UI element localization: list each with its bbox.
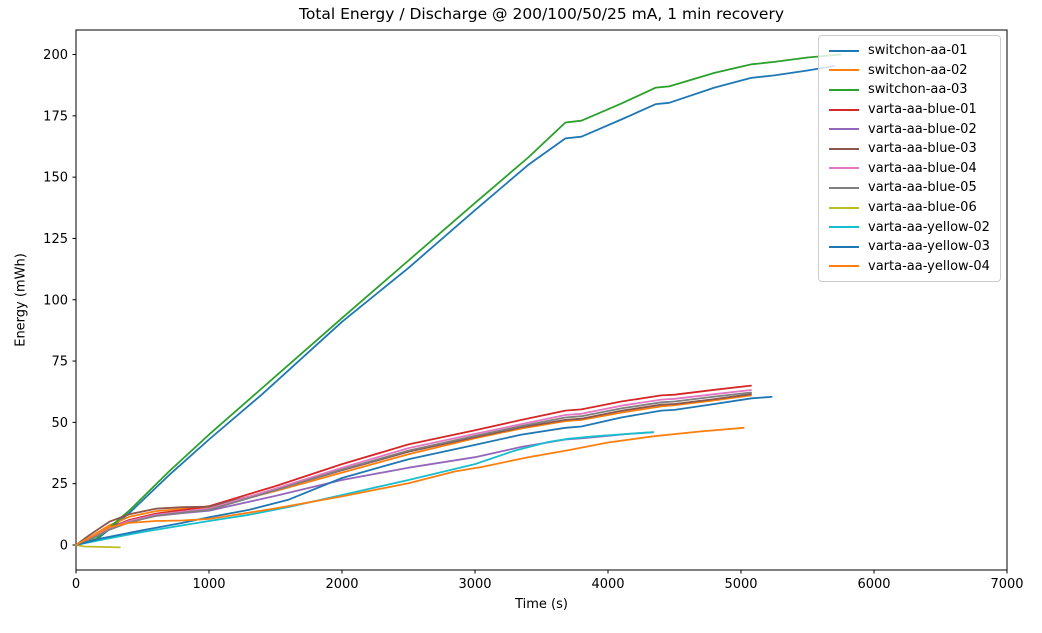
legend-line-sample [829, 186, 859, 189]
x-tick-label: 1000 [192, 577, 225, 592]
legend-item-switchon-aa-02: switchon-aa-02 [819, 61, 1000, 81]
y-tick-label: 75 [51, 355, 68, 370]
x-tick-label: 3000 [458, 577, 491, 592]
legend-line-sample [829, 69, 859, 72]
legend-item-varta-aa-yellow-04: varta-aa-yellow-04 [819, 257, 1000, 277]
legend-line-sample [829, 88, 859, 91]
y-tick-label: 100 [43, 293, 68, 308]
y-tick-label: 175 [43, 109, 68, 124]
legend-line-sample [829, 226, 859, 229]
legend-label: varta-aa-blue-01 [868, 102, 977, 118]
legend: switchon-aa-01 switchon-aa-02 switchon-aa-… [818, 35, 1001, 283]
y-tick-label: 25 [51, 477, 68, 492]
legend-line-sample [829, 265, 859, 268]
series-line-switchon-aa-02 [75, 394, 752, 546]
legend-item-switchon-aa-01: switchon-aa-01 [819, 41, 1000, 61]
x-tick-label: 6000 [857, 577, 890, 592]
y-tick-label: 200 [43, 48, 68, 63]
legend-label: varta-aa-blue-04 [868, 160, 977, 176]
y-axis-label: Energy (mWh) [13, 253, 29, 347]
legend-item-switchon-aa-03: switchon-aa-03 [819, 80, 1000, 100]
legend-item-varta-aa-blue-01: varta-aa-blue-01 [819, 100, 1000, 120]
legend-line-sample [829, 128, 859, 131]
series-line-switchon-aa-01 [75, 65, 835, 546]
x-tick-label: 0 [72, 577, 80, 592]
series-line-varta-aa-yellow-03 [75, 395, 773, 546]
legend-label: switchon-aa-02 [868, 62, 968, 78]
legend-item-varta-aa-blue-02: varta-aa-blue-02 [819, 119, 1000, 139]
x-tick-label: 2000 [325, 577, 358, 592]
y-tick-label: 50 [51, 416, 68, 431]
legend-label: varta-aa-yellow-02 [868, 219, 990, 235]
legend-item-varta-aa-blue-05: varta-aa-blue-05 [819, 178, 1000, 198]
chart-title: Total Energy / Discharge @ 200/100/50/25… [299, 5, 784, 23]
legend-item-varta-aa-yellow-03: varta-aa-yellow-03 [819, 237, 1000, 257]
series-line-varta-aa-yellow-04 [75, 426, 745, 546]
legend-item-varta-aa-blue-03: varta-aa-blue-03 [819, 139, 1000, 159]
series-line-varta-aa-blue-06 [75, 544, 121, 549]
legend-item-varta-aa-yellow-02: varta-aa-yellow-02 [819, 217, 1000, 237]
series-line-varta-aa-blue-01 [75, 384, 752, 546]
series-line-switchon-aa-03 [75, 53, 842, 546]
series-line-varta-aa-blue-03 [75, 393, 752, 546]
legend-label: varta-aa-blue-02 [868, 121, 977, 137]
series-line-varta-aa-yellow-02 [75, 431, 655, 546]
legend-label: switchon-aa-03 [868, 82, 968, 98]
y-tick-label: 0 [60, 538, 68, 553]
legend-line-sample [829, 206, 859, 209]
legend-label: varta-aa-blue-03 [868, 141, 977, 157]
legend-label: varta-aa-blue-06 [868, 200, 977, 216]
x-tick-label: 4000 [591, 577, 624, 592]
legend-line-sample [829, 167, 859, 170]
x-tick-label: 5000 [724, 577, 757, 592]
y-tick-label: 125 [43, 232, 68, 247]
legend-label: varta-aa-yellow-03 [868, 239, 990, 255]
legend-line-sample [829, 49, 859, 52]
legend-line-sample [829, 108, 859, 111]
legend-label: switchon-aa-01 [868, 43, 968, 59]
y-tick-label: 150 [43, 171, 68, 186]
legend-label: varta-aa-blue-05 [868, 180, 977, 196]
series-line-varta-aa-blue-04 [75, 389, 752, 546]
legend-item-varta-aa-blue-04: varta-aa-blue-04 [819, 159, 1000, 179]
x-axis-label: Time (s) [515, 597, 568, 612]
legend-item-varta-aa-blue-06: varta-aa-blue-06 [819, 198, 1000, 218]
x-tick-label: 7000 [990, 577, 1023, 592]
legend-label: varta-aa-yellow-04 [868, 258, 990, 274]
legend-line-sample [829, 147, 859, 150]
legend-line-sample [829, 245, 859, 248]
